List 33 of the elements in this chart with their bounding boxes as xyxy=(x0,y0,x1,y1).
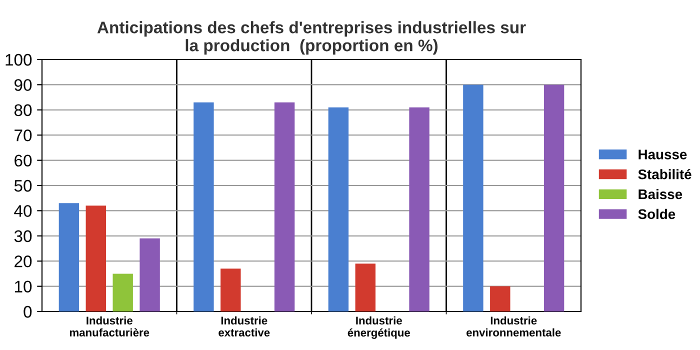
y-tick-label: 0 xyxy=(24,306,32,318)
bar xyxy=(112,274,133,312)
y-tick-label: 20 xyxy=(14,256,32,268)
legend-label: Stabilité xyxy=(638,168,692,180)
y-tick-label: 60 xyxy=(14,154,32,167)
bar xyxy=(355,264,376,312)
bar xyxy=(220,268,241,312)
chart-title: Anticipations des chefs d'entreprises industrielles sur la production (proportion en %) xyxy=(97,21,526,55)
x-tick-label: Industrie manufacturière xyxy=(70,316,150,336)
y-tick-label: 70 xyxy=(14,130,32,142)
bar xyxy=(409,107,430,312)
bar xyxy=(58,203,80,312)
y-tick-label: 40 xyxy=(14,205,32,217)
y-tick-label: 100 xyxy=(6,54,32,66)
bar xyxy=(140,238,160,312)
y-tick-label: 50 xyxy=(14,180,32,192)
legend-label: Solde xyxy=(638,208,676,220)
x-tick-label: Industrie énergétique xyxy=(348,316,410,339)
x-tick-label: Industrie extractive xyxy=(218,316,270,336)
bar xyxy=(490,286,510,312)
legend-label: Baisse xyxy=(638,188,682,200)
y-tick-label: 30 xyxy=(14,230,32,242)
y-tick-label: 10 xyxy=(15,280,32,293)
bar xyxy=(274,102,295,312)
legend-label: Hausse xyxy=(638,150,687,160)
y-tick-label: 80 xyxy=(14,104,32,116)
bar xyxy=(463,84,484,312)
y-tick-label: 90 xyxy=(14,79,32,91)
bar xyxy=(544,84,564,312)
x-tick-label: Industrie environnementale xyxy=(466,316,561,336)
bar xyxy=(194,102,214,312)
bar xyxy=(86,206,106,312)
bar xyxy=(328,107,349,312)
